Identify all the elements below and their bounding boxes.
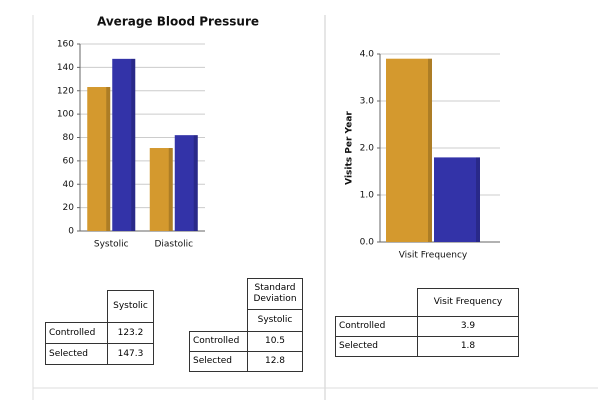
table-cell: 3.9 — [417, 316, 519, 337]
y-axis-label: Visits Per Year — [345, 111, 355, 185]
bar — [87, 87, 111, 231]
bar-shade — [193, 135, 198, 231]
bar-shade — [428, 58, 432, 243]
bar-shade — [168, 148, 173, 231]
bar — [149, 148, 173, 231]
row-label: Selected — [189, 351, 248, 372]
y-tick-label: 0.0 — [360, 238, 375, 248]
y-tick-label: 100 — [57, 110, 74, 120]
y-tick-label: 4.0 — [360, 50, 375, 60]
chart-title: Average Blood Pressure — [97, 15, 259, 29]
x-tick-label: Systolic — [94, 240, 129, 250]
y-tick-label: 40 — [63, 180, 75, 190]
table-header: Visit Frequency — [417, 288, 519, 317]
x-tick-label: Visit Frequency — [399, 251, 468, 261]
row-label: Controlled — [45, 322, 108, 344]
table-cell: 12.8 — [247, 351, 303, 372]
bar-shade — [476, 157, 480, 242]
bar — [434, 157, 480, 242]
y-tick-label: 160 — [57, 40, 74, 50]
bar — [386, 58, 432, 243]
table-cell: 10.5 — [247, 331, 303, 352]
table-header: Standard Deviation — [247, 278, 303, 310]
table-header: Systolic — [247, 309, 303, 332]
x-tick-label: Diastolic — [154, 240, 193, 250]
y-tick-label: 120 — [57, 86, 74, 96]
row-label: Controlled — [335, 316, 418, 337]
bar-shade — [106, 87, 111, 231]
row-label: Selected — [45, 343, 108, 365]
y-tick-label: 0 — [68, 227, 74, 237]
y-tick-label: 140 — [57, 63, 74, 73]
y-tick-label: 3.0 — [360, 97, 375, 107]
y-tick-label: 80 — [63, 133, 75, 143]
y-tick-label: 20 — [63, 203, 75, 213]
y-tick-label: 2.0 — [360, 144, 375, 154]
y-tick-label: 1.0 — [360, 191, 375, 201]
y-tick-label: 60 — [63, 156, 75, 166]
bar — [174, 135, 198, 231]
bar-shade — [131, 58, 136, 231]
row-label: Selected — [335, 336, 418, 357]
table-cell: 147.3 — [107, 343, 154, 365]
bar — [112, 58, 136, 231]
table-header: Systolic — [107, 290, 154, 323]
table-cell: 1.8 — [417, 336, 519, 357]
table-cell: 123.2 — [107, 322, 154, 344]
row-label: Controlled — [189, 331, 248, 352]
